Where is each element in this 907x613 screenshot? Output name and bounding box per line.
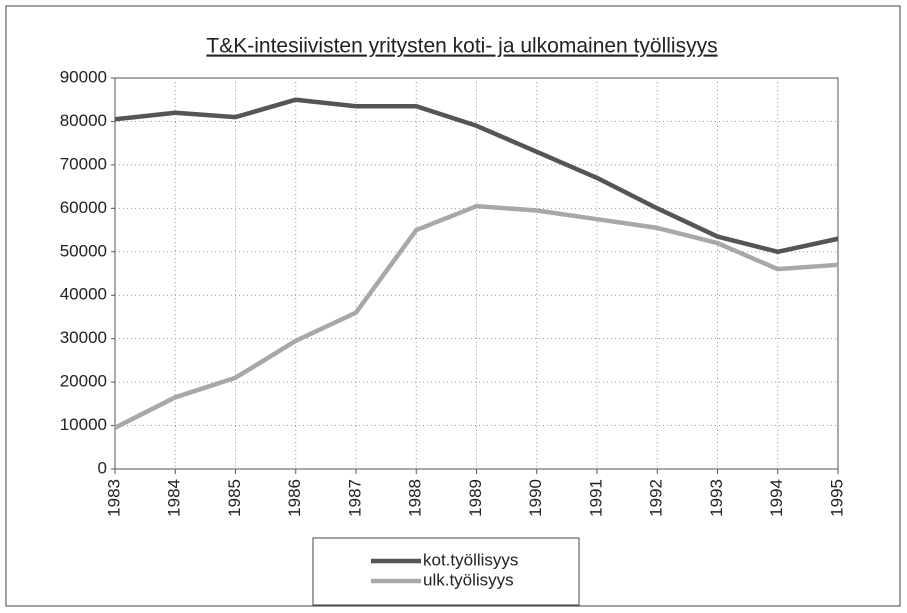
x-tick-label: 1990 <box>526 479 545 517</box>
x-tick-label: 1984 <box>165 479 184 517</box>
x-tick-label: 1986 <box>285 479 304 517</box>
y-tick-label: 60000 <box>60 198 107 217</box>
y-tick-label: 30000 <box>60 328 107 347</box>
x-tick-label: 1985 <box>225 479 244 517</box>
x-tick-label: 1993 <box>707 479 726 517</box>
legend-label: ulk.työlisyys <box>423 570 514 589</box>
x-tick-label: 1995 <box>827 479 846 517</box>
y-tick-label: 0 <box>98 458 107 477</box>
x-tick-label: 1983 <box>104 479 123 517</box>
legend-label: kot.työllisyys <box>423 550 518 569</box>
legend-box <box>312 537 580 606</box>
y-tick-label: 40000 <box>60 285 107 304</box>
series-line <box>113 203 839 430</box>
y-tick-label: 90000 <box>60 67 107 86</box>
x-tick-label: 1989 <box>466 479 485 517</box>
x-tick-label: 1987 <box>345 479 364 517</box>
x-tick-label: 1994 <box>767 479 786 517</box>
x-tick-label: 1992 <box>647 479 666 517</box>
chart-title: T&K-intesiivisten yritysten koti- ja ulk… <box>206 35 717 58</box>
y-tick-label: 20000 <box>60 372 107 391</box>
x-tick-label: 1991 <box>586 479 605 517</box>
x-tick-label: 1988 <box>406 479 425 517</box>
series-line <box>114 97 839 255</box>
y-tick-label: 70000 <box>60 154 107 173</box>
y-tick-label: 80000 <box>60 111 107 130</box>
chart-frame <box>5 5 901 607</box>
y-tick-label: 50000 <box>60 241 107 260</box>
y-tick-label: 10000 <box>60 415 107 434</box>
